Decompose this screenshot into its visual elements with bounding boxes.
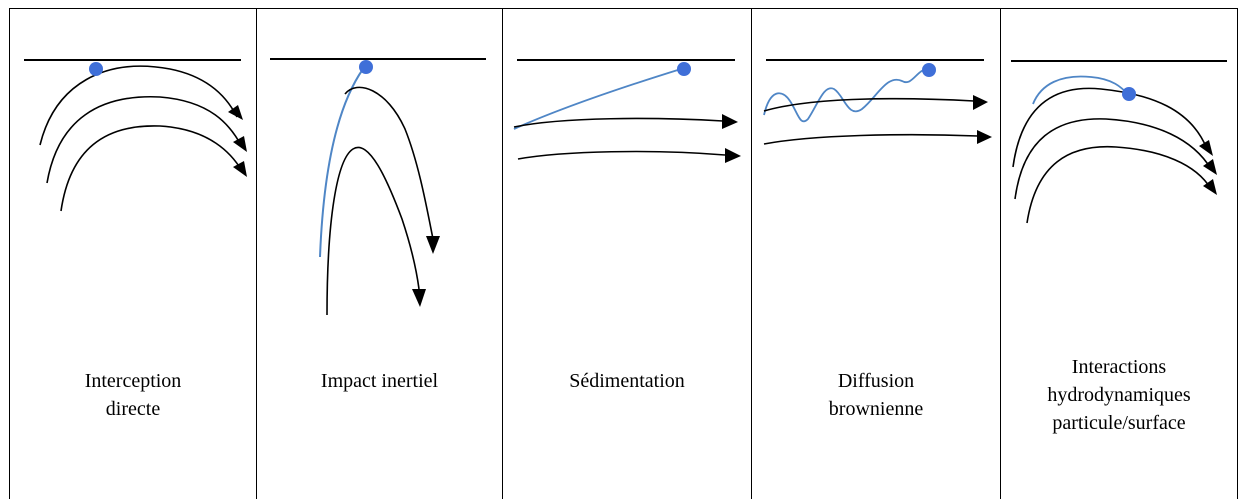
particle-trajectory (1032, 75, 1130, 105)
caption-line: hydrodynamiques (1047, 384, 1191, 406)
particle (359, 60, 373, 74)
streamline-2 (326, 146, 420, 316)
streamline-arrow (233, 136, 247, 152)
caption-impact-inertiel: Impact inertiel (257, 367, 502, 395)
streamline-3 (60, 125, 243, 212)
streamline-2 (1014, 118, 1212, 200)
particle (922, 63, 936, 77)
streamline-arrow (1199, 140, 1213, 156)
streamline-arrow (228, 105, 243, 120)
streamline-arrow (412, 289, 426, 307)
particle (89, 62, 103, 76)
panel-sedimentation: Sédimentation (503, 9, 752, 499)
streamline-arrow (973, 95, 988, 110)
sedimentation-diagram (513, 59, 741, 163)
caption-line: particule/surface (1052, 412, 1186, 434)
caption-sedimentation: Sédimentation (503, 367, 751, 395)
streamline-arrow (426, 236, 440, 254)
panel-impact-inertiel: Impact inertiel (257, 9, 503, 499)
streamline-1 (344, 86, 434, 240)
streamline-arrow (977, 130, 992, 144)
streamline-1 (39, 65, 238, 146)
panel-diffusion-brownienne: Diffusion brownienne (752, 9, 1001, 499)
particle (677, 62, 691, 76)
impact-diagram (270, 58, 486, 316)
caption-line: Sédimentation (569, 370, 685, 392)
caption-line: directe (105, 398, 161, 420)
caption-line: brownienne (828, 398, 924, 420)
caption-interception-directe: Interception directe (10, 367, 256, 423)
caption-line: Diffusion (837, 370, 915, 392)
streamline-2 (517, 150, 726, 160)
particle-trajectory (319, 68, 364, 258)
interception-diagram (24, 59, 247, 212)
interactions-diagram (1011, 60, 1227, 224)
streamline-1 (763, 97, 975, 112)
diffusion-diagram (763, 59, 992, 145)
streamline-3 (1026, 145, 1212, 224)
caption-line: Interactions (1071, 356, 1167, 378)
mechanisms-table: Interception directe Impact inertiel (9, 8, 1238, 499)
caption-line: Impact inertiel (320, 370, 439, 392)
streamline-arrow (1203, 179, 1217, 195)
streamline-2 (46, 95, 243, 184)
streamline-arrow (1203, 159, 1217, 175)
brownian-trajectory (763, 68, 929, 123)
streamline-1 (513, 117, 724, 128)
particle-trajectory (513, 68, 682, 130)
streamline-arrow (233, 161, 247, 177)
streamline-2 (763, 133, 979, 145)
caption-diffusion-brownienne: Diffusion brownienne (752, 367, 1000, 423)
streamline-arrow (725, 148, 741, 163)
streamline-arrow (722, 114, 738, 129)
caption-line: Interception (84, 370, 182, 392)
streamline-1 (1012, 87, 1208, 168)
caption-interactions-hydrodynamiques: Interactions hydrodynamiques particule/s… (1001, 353, 1237, 437)
panel-interception-directe: Interception directe (10, 9, 257, 499)
particle (1122, 87, 1136, 101)
panel-interactions-hydrodynamiques: Interactions hydrodynamiques particule/s… (1001, 9, 1237, 499)
